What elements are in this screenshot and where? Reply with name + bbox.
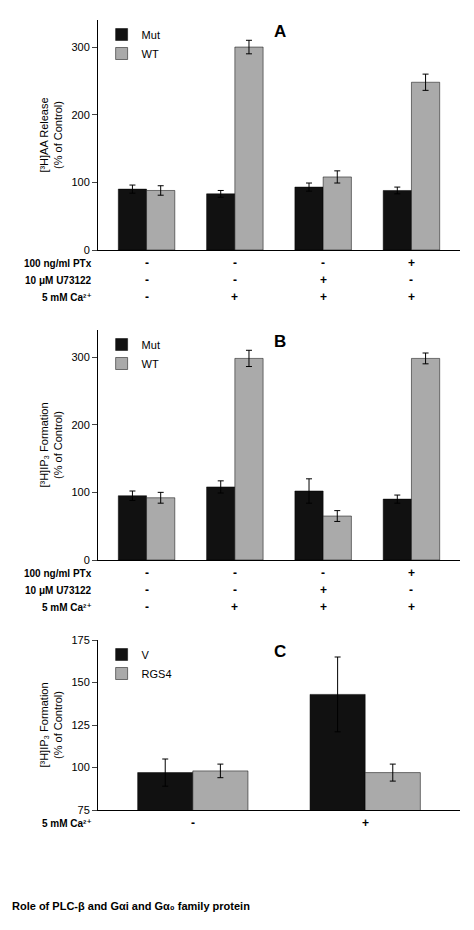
svg-text:100: 100 xyxy=(71,486,89,498)
svg-text:-: - xyxy=(145,273,149,287)
svg-text:WT: WT xyxy=(142,48,159,60)
svg-text:-: - xyxy=(145,290,149,304)
svg-text:-: - xyxy=(145,256,149,270)
svg-text:-: - xyxy=(191,816,195,830)
svg-text:+: + xyxy=(408,600,415,614)
svg-text:0: 0 xyxy=(84,554,90,566)
svg-text:100 ng/ml PTx: 100 ng/ml PTx xyxy=(24,568,92,579)
svg-text:WT: WT xyxy=(142,358,159,370)
svg-text:0: 0 xyxy=(84,244,90,256)
svg-text:-: - xyxy=(233,256,237,270)
svg-text:200: 200 xyxy=(71,109,89,121)
svg-text:100 ng/ml PTx: 100 ng/ml PTx xyxy=(24,258,92,269)
svg-text:-: - xyxy=(145,583,149,597)
svg-text:-: - xyxy=(409,273,413,287)
svg-text:C: C xyxy=(274,642,286,661)
svg-text:200: 200 xyxy=(71,419,89,431)
svg-text:10 μM U73122: 10 μM U73122 xyxy=(25,275,92,286)
svg-text:300: 300 xyxy=(71,351,89,363)
svg-text:[³H]IP₃ Formation(% of Control: [³H]IP₃ Formation(% of Control) xyxy=(38,402,64,487)
svg-text:75: 75 xyxy=(78,804,90,816)
svg-text:+: + xyxy=(231,600,238,614)
svg-text:125: 125 xyxy=(71,719,89,731)
svg-text:+: + xyxy=(320,273,327,287)
svg-text:-: - xyxy=(233,583,237,597)
svg-text:5 mM Ca²⁺: 5 mM Ca²⁺ xyxy=(42,292,92,303)
svg-text:Mut: Mut xyxy=(142,29,160,41)
svg-text:5 mM Ca²⁺: 5 mM Ca²⁺ xyxy=(42,818,92,829)
svg-text:-: - xyxy=(145,566,149,580)
svg-text:+: + xyxy=(408,290,415,304)
svg-text:150: 150 xyxy=(71,676,89,688)
svg-text:-: - xyxy=(233,273,237,287)
svg-text:100: 100 xyxy=(71,176,89,188)
svg-text:+: + xyxy=(231,290,238,304)
svg-text:-: - xyxy=(233,566,237,580)
svg-text:+: + xyxy=(408,256,415,270)
svg-text:[³H]IP₃ Formation(% of Control: [³H]IP₃ Formation(% of Control) xyxy=(38,682,64,767)
svg-text:+: + xyxy=(362,816,369,830)
svg-text:175: 175 xyxy=(71,634,89,646)
svg-text:RGS4: RGS4 xyxy=(142,668,172,680)
svg-text:Role of PLC-β and Gαi and Gα₀: Role of PLC-β and Gαi and Gα₀ family pro… xyxy=(12,900,250,912)
svg-text:V: V xyxy=(142,649,150,661)
svg-text:+: + xyxy=(320,290,327,304)
svg-text:10 μM U73122: 10 μM U73122 xyxy=(25,585,92,596)
svg-text:Mut: Mut xyxy=(142,339,160,351)
svg-text:+: + xyxy=(408,566,415,580)
svg-text:B: B xyxy=(274,332,286,351)
svg-text:+: + xyxy=(320,600,327,614)
svg-text:100: 100 xyxy=(71,761,89,773)
svg-text:300: 300 xyxy=(71,41,89,53)
svg-text:5 mM Ca²⁺: 5 mM Ca²⁺ xyxy=(42,602,92,613)
svg-text:-: - xyxy=(409,583,413,597)
svg-text:-: - xyxy=(321,256,325,270)
svg-text:-: - xyxy=(145,600,149,614)
svg-text:A: A xyxy=(274,22,286,41)
svg-text:-: - xyxy=(321,566,325,580)
svg-text:[³H]AA Release(% of Control): [³H]AA Release(% of Control) xyxy=(38,97,64,172)
svg-text:+: + xyxy=(320,583,327,597)
